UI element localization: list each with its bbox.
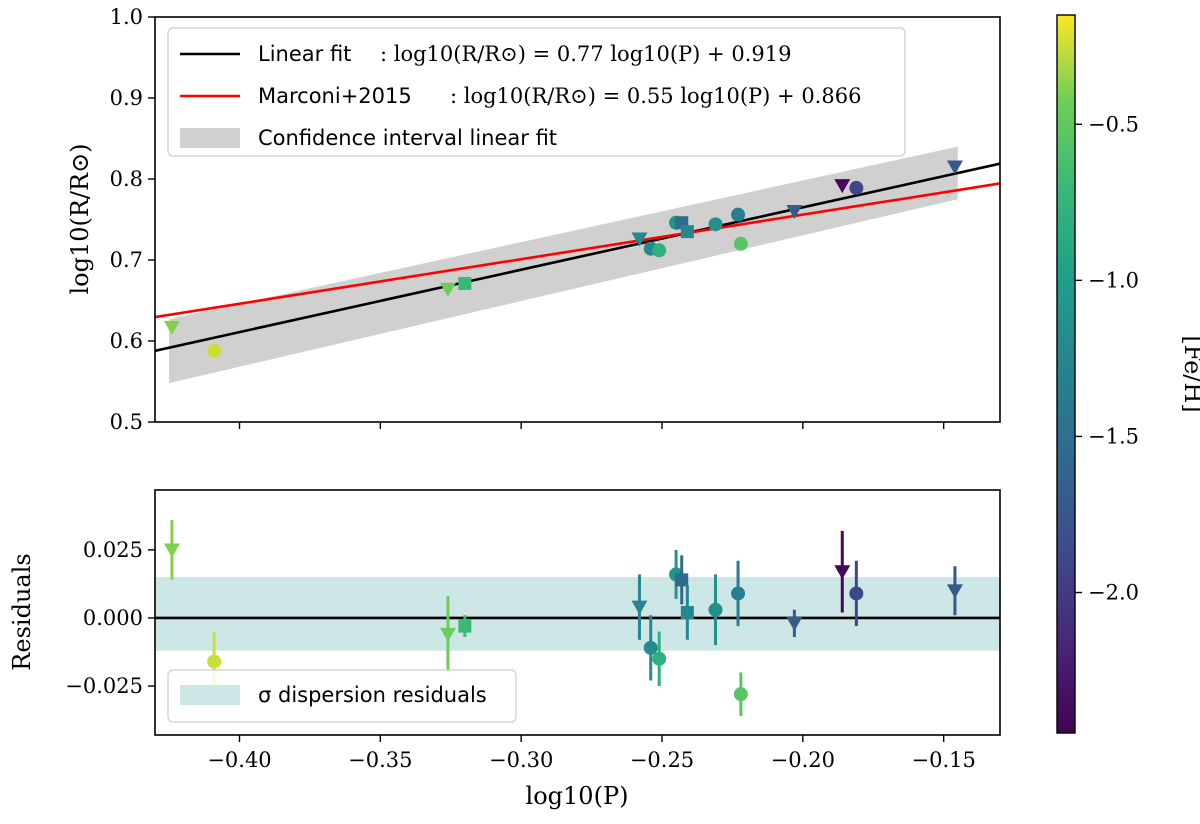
top-legend-frame xyxy=(167,27,906,157)
top-data-point xyxy=(439,282,456,297)
legend-dispersion-swatch xyxy=(180,685,240,705)
top-ytick-label: 0.5 xyxy=(110,410,143,434)
xtick-label: −0.40 xyxy=(207,748,271,772)
top-ytick-label: 0.9 xyxy=(110,86,143,110)
colorbar: −0.5 −1.0 −1.5 −2.0 [Fe/H] xyxy=(1056,14,1200,734)
top-data-point xyxy=(708,217,723,232)
legend-linear-formula: : log10(R/R⊙) = 0.77 log10(P) + 0.919 xyxy=(380,42,791,66)
legend-dispersion-name: σ dispersion residuals xyxy=(258,683,487,707)
top-ytick-label: 0.8 xyxy=(110,167,143,191)
colorbar-tick-label: −0.5 xyxy=(1088,112,1139,136)
residual-point xyxy=(680,606,694,619)
dispersion-band xyxy=(155,577,1000,651)
bottom-axes-frame xyxy=(154,489,1001,736)
bottom-legend: σ dispersion residuals xyxy=(167,669,517,723)
top-data-point xyxy=(731,207,746,222)
bottom-legend-frame xyxy=(167,669,517,723)
colorbar-tick-label: −1.0 xyxy=(1088,268,1139,292)
xtick-label: −0.30 xyxy=(489,748,553,772)
legend-confidence-swatch xyxy=(180,128,240,148)
top-data-point xyxy=(946,160,963,175)
top-data-point xyxy=(631,232,648,247)
xtick-label: −0.15 xyxy=(911,748,975,772)
top-data-point xyxy=(163,320,180,335)
top-data-point xyxy=(786,205,803,219)
top-ytick-label: 0.6 xyxy=(110,329,143,353)
top-data-point xyxy=(680,225,694,239)
residual-point xyxy=(207,654,222,669)
top-data-point xyxy=(652,243,667,258)
bottom-ylabel: Residuals xyxy=(8,553,36,670)
residual-point xyxy=(731,586,746,601)
legend-linear-name: Linear fit xyxy=(258,42,351,66)
xtick-label: −0.25 xyxy=(630,748,694,772)
top-axes-frame xyxy=(154,16,1001,423)
residual-point xyxy=(163,543,180,558)
xtick-label: −0.20 xyxy=(771,748,835,772)
top-ytick-label: 0.7 xyxy=(110,248,143,272)
top-panel: 0.5 0.6 0.7 0.8 0.9 1.0 log10(R/R⊙) Linear fi… xyxy=(66,5,1001,434)
linear-fit-line xyxy=(155,162,1000,353)
top-data-point xyxy=(834,179,851,194)
legend-marconi-name: Marconi+2015 xyxy=(258,84,412,108)
residual-point xyxy=(786,616,803,631)
top-legend: Linear fit : log10(R/R⊙) = 0.77 log10(P)… xyxy=(167,27,906,157)
residual-point xyxy=(708,602,723,617)
bottom-panel: −0.025 0.000 0.025 −0.40 −0.35 −0.30 −0.25 −0.… xyxy=(8,489,1001,810)
legend-marconi-formula: : log10(R/R⊙) = 0.55 log10(P) + 0.866 xyxy=(450,84,861,108)
legend-confidence-name: Confidence interval linear fit xyxy=(258,126,557,150)
colorbar-tick-label: −1.5 xyxy=(1088,424,1139,448)
residual-point xyxy=(849,586,864,601)
residual-point xyxy=(834,565,851,580)
xtick-label: −0.35 xyxy=(348,748,412,772)
residual-point xyxy=(643,640,658,655)
top-ylabel: log10(R/R⊙) xyxy=(66,143,94,294)
marconi-line xyxy=(155,182,1000,319)
top-ytick-label: 1.0 xyxy=(110,5,143,29)
xlabel: log10(P) xyxy=(526,782,629,810)
colorbar-tick-label: −2.0 xyxy=(1088,581,1139,605)
top-data-point xyxy=(458,276,472,290)
bottom-ytick-label: 0.025 xyxy=(83,538,143,562)
confidence-band xyxy=(169,146,958,384)
colorbar-label: [Fe/H] xyxy=(1179,335,1200,412)
bottom-ytick-label: −0.025 xyxy=(65,674,143,698)
top-data-point xyxy=(733,236,748,251)
residual-point xyxy=(631,600,648,615)
top-data-point xyxy=(849,180,864,195)
bottom-ytick-label: 0.000 xyxy=(83,606,143,630)
residual-point xyxy=(946,584,963,599)
top-data-point xyxy=(207,343,222,358)
residual-point xyxy=(439,627,456,642)
residual-point xyxy=(652,651,667,666)
residual-point xyxy=(733,687,748,702)
residual-point xyxy=(675,573,689,587)
colorbar-gradient xyxy=(1056,14,1076,734)
residual-point xyxy=(458,619,472,633)
